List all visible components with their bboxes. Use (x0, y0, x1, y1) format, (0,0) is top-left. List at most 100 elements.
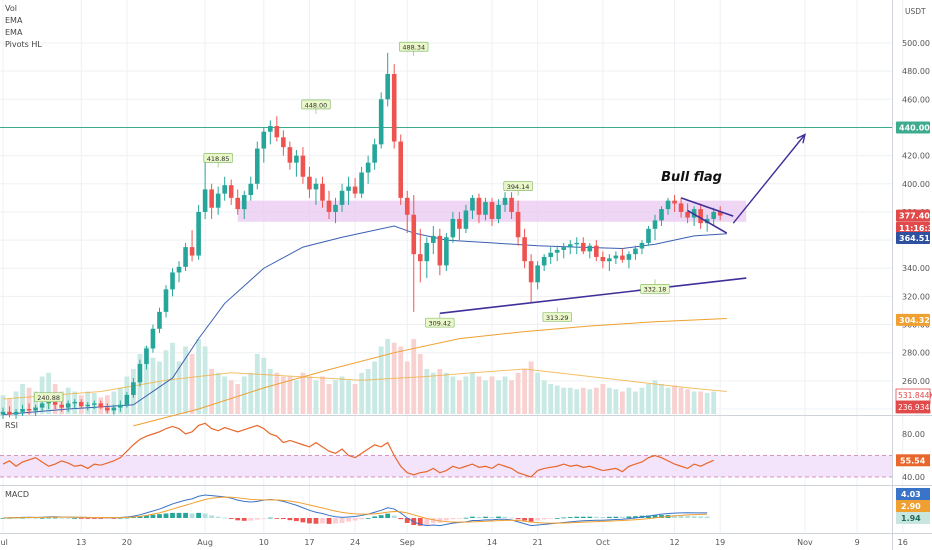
volume-bar (554, 385, 560, 414)
volume-bar (339, 376, 345, 414)
macd-histogram-bar (509, 517, 514, 519)
price-badge (896, 209, 930, 222)
macd-histogram-bar (483, 516, 488, 518)
x-axis-tick: Nov (797, 538, 813, 547)
macd-histogram-bar (163, 513, 169, 518)
volume-bar (378, 346, 384, 414)
indicator-label-ema-2[interactable]: EMA (5, 28, 23, 37)
candle-body (320, 183, 325, 201)
candle-body (548, 252, 553, 257)
projection-arrow-head (796, 133, 806, 144)
volume-bar (430, 372, 436, 414)
x-axis-tick: Oct (596, 538, 610, 547)
candle-body (170, 272, 175, 290)
macd-histogram-bar (176, 512, 182, 518)
macd-histogram-bar (704, 516, 710, 518)
macd-badge (896, 500, 930, 512)
candle-body (307, 176, 312, 190)
candle-body (554, 249, 560, 253)
candle-body (659, 209, 664, 221)
volume-bar (346, 380, 351, 414)
candle-body (476, 197, 482, 215)
macd-histogram-bar (691, 516, 697, 518)
candle-body (587, 245, 593, 252)
candle-body (111, 407, 117, 411)
macd-histogram-bar (659, 515, 664, 518)
pivot-label: 448.00 (305, 101, 328, 109)
volume-bar (515, 372, 521, 414)
volume-bar (600, 384, 606, 414)
macd-histogram-bar (574, 516, 580, 518)
volume-bar (235, 384, 241, 414)
price-axis-tick: 320.00 (902, 292, 930, 301)
candle-body (580, 242, 586, 252)
macd-histogram-bar (346, 518, 351, 522)
macd-histogram-bar (457, 518, 462, 519)
price-badge-text: 11:16:34 (899, 224, 932, 233)
candle-body (652, 220, 658, 229)
indicator-label-pivots[interactable]: Pivots HL (5, 40, 42, 49)
candle-body (202, 189, 208, 212)
macd-histogram-bar (567, 517, 573, 518)
pivot-label: 332.18 (644, 286, 667, 294)
candle-body (339, 190, 345, 205)
indicator-label-vol[interactable]: Vol (5, 4, 17, 13)
candle-body (209, 189, 214, 208)
volume-bar (176, 361, 182, 414)
macd-histogram-bar (326, 518, 332, 524)
volume-bar (450, 376, 456, 414)
macd-histogram-bar (222, 517, 228, 519)
macd-label: MACD (5, 490, 29, 499)
candle-body (7, 411, 12, 415)
macd-histogram-bar (385, 513, 391, 518)
candle-body (594, 245, 599, 257)
candle-body (502, 197, 508, 205)
candle-body (144, 348, 149, 364)
candle-body (118, 404, 123, 408)
candle-body (0, 411, 6, 415)
macd-badge (896, 488, 930, 500)
macd-histogram-bar (437, 518, 443, 523)
candle-body (215, 193, 221, 208)
macd-histogram-bar (646, 515, 651, 518)
volume-bar (424, 369, 430, 414)
macd-histogram-bar (424, 518, 430, 526)
candle-body (105, 407, 110, 411)
volume-bar (26, 387, 32, 414)
indicator-label-ema-1[interactable]: EMA (5, 16, 23, 25)
volume-badge (895, 400, 931, 414)
x-axis-tick: 13 (76, 538, 86, 547)
rsi-axis-tick: 40.00 (902, 473, 925, 482)
macd-histogram-bar (587, 516, 593, 518)
macd-histogram-bar (463, 517, 469, 519)
macd-histogram-bar (652, 515, 658, 518)
macd-histogram-bar (241, 518, 247, 521)
macd-histogram-bar (443, 518, 449, 521)
macd-histogram-bar (189, 513, 195, 518)
x-axis-tick: 16 (898, 538, 908, 547)
volume-bar (567, 387, 573, 414)
volume-bar (215, 372, 221, 414)
candle-body (470, 197, 475, 211)
candle-body (522, 237, 527, 262)
volume-bar (254, 354, 260, 414)
macd-histogram-bar (620, 516, 625, 518)
volume-bar (476, 376, 482, 414)
candle-body (561, 247, 567, 250)
candle-body (248, 183, 254, 196)
candle-body (417, 254, 423, 262)
macd-histogram-bar (13, 517, 19, 519)
x-axis-tick: 19 (715, 538, 725, 547)
volume-bar (548, 384, 554, 414)
macd-histogram-bar (117, 517, 123, 519)
candle-body (313, 183, 319, 190)
macd-histogram-bar (359, 518, 364, 520)
macd-histogram-bar (20, 517, 25, 519)
candle-body (72, 401, 78, 404)
x-axis-tick: 24 (350, 538, 360, 547)
candle-body (326, 200, 332, 212)
rsi-band (0, 455, 892, 477)
volume-bar (13, 391, 19, 414)
macd-histogram-bar (541, 518, 547, 520)
